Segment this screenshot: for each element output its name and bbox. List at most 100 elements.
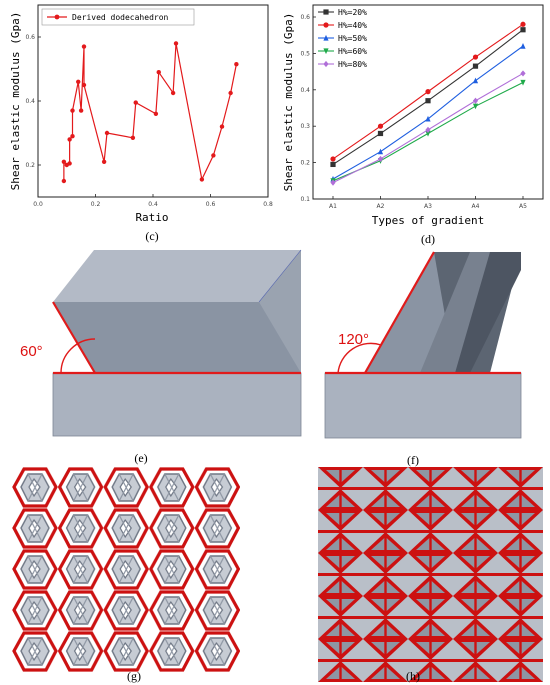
chart-d-ytick-label: 0.1	[300, 196, 310, 203]
chart-d-point	[330, 179, 336, 186]
chart-d-xtick-label: A3	[424, 203, 432, 210]
chart-d-point	[472, 63, 479, 69]
chart-d-point	[472, 97, 479, 104]
lattice-h-image	[318, 467, 543, 682]
chart-d-legend-label: H%=40%	[338, 21, 367, 30]
chart-c-legend-label: Derived dodecahedron	[72, 13, 169, 22]
chart-c-xtick-label: 0.2	[91, 201, 101, 208]
chart-d-point	[330, 156, 336, 162]
caption-e: (e)	[134, 451, 147, 465]
chart-d-point	[472, 103, 479, 110]
chart-c-point	[133, 100, 138, 105]
chart-d-legend-label: H%=20%	[338, 8, 367, 17]
chart-d-legend: H%=20% H%=40% H%=50% H%=60% H%=80%	[318, 8, 367, 69]
chart-d-point	[520, 21, 526, 27]
chart-c-point	[78, 108, 84, 113]
chart-c-point	[76, 79, 81, 85]
base-block-f	[324, 372, 522, 439]
chart-d-ytick-label: 0.4	[300, 87, 310, 94]
chart-c-point	[130, 135, 136, 140]
chart-c-point	[61, 159, 67, 164]
chart-c-point	[211, 153, 216, 158]
chart-c-point	[104, 130, 110, 136]
chart-d-legend-label: H%=50%	[338, 34, 367, 43]
chart-c-point	[173, 41, 179, 46]
illustration-f: 120° (f)	[324, 251, 522, 467]
chart-d-xtick-label: A1	[329, 203, 337, 210]
angle-arc-f	[337, 342, 382, 374]
chart-d-ytick-label: 0.6	[300, 14, 310, 21]
chart-d-point	[323, 60, 329, 68]
chart-d-point	[472, 77, 479, 84]
inclined-block-front-e	[53, 250, 301, 373]
chart-c-ytick-label: 0.6	[25, 34, 35, 41]
chart-d-point	[377, 123, 384, 129]
chart-d-point	[425, 126, 431, 133]
chart-c-ytick-label: 0.2	[25, 162, 35, 169]
chart-d-point	[323, 34, 329, 41]
chart-d-point	[520, 43, 526, 49]
chart-c-series-line	[63, 43, 237, 182]
chart-d-ytick-label: 0.3	[300, 123, 310, 130]
chart-c-point	[234, 61, 239, 67]
lattice-h: (h)	[318, 467, 543, 683]
chart-d-legend-label: H%=80%	[338, 60, 367, 69]
chart-d-point	[323, 22, 329, 28]
lattice-g-image	[12, 467, 240, 672]
chart-d-point	[323, 9, 329, 15]
incline-edge-e	[52, 301, 96, 374]
chart-d-point	[377, 130, 384, 137]
chart-c-point	[199, 177, 205, 182]
chart-c-point	[156, 70, 161, 75]
chart-c-xtick-label: 0.6	[206, 201, 216, 208]
chart-c: 0.0 0.2 0.4 0.6 0.8 0.2 0.4 0.6 Derived dodecah…	[9, 4, 273, 243]
inclined-block-side-e	[259, 250, 301, 373]
chart-d-point	[425, 98, 431, 104]
chart-c-point	[170, 90, 176, 96]
caption-c: (c)	[145, 229, 158, 243]
chart-c-point	[61, 178, 67, 184]
chart-c-point	[70, 108, 75, 113]
chart-c-point	[101, 159, 107, 164]
illustration-e: 60° (e)	[20, 249, 302, 465]
chart-d-ylabel: Shear elastic modulus (Gpa)	[282, 13, 295, 192]
lattice-g: (g)	[12, 467, 240, 683]
chart-c-point	[153, 111, 159, 117]
inclined-block-top-e	[53, 250, 301, 302]
chart-d-point	[425, 115, 431, 122]
chart-d-ytick-label: 0.5	[300, 50, 310, 57]
chart-d-xtick-label: A5	[519, 203, 527, 210]
chart-d-point	[330, 161, 336, 168]
chart-d-legend-label: H%=60%	[338, 47, 367, 56]
chart-c-point	[81, 44, 87, 49]
angle-arc-e	[60, 338, 96, 374]
chart-d-point	[323, 48, 329, 55]
angle-label-f: 120°	[338, 331, 369, 348]
chart-c-point	[81, 82, 87, 88]
chart-c-ylabel: Shear elastic modulus (Gpa)	[9, 12, 22, 191]
chart-c-xtick-label: 0.4	[148, 201, 158, 208]
chart-d: A1 A2 A3 A4 A5 0.1 0.2 0.3 0.4 0.5 0.6 H%=20% H%=40…	[282, 4, 544, 246]
chart-c-point	[67, 161, 72, 166]
chart-c-point	[70, 134, 75, 139]
base-block-e	[52, 372, 302, 437]
chart-d-point	[520, 27, 526, 33]
chart-c-legend: Derived dodecahedron	[41, 8, 195, 26]
caption-g: (g)	[127, 669, 141, 683]
chart-d-point	[377, 155, 384, 163]
chart-d-point	[520, 79, 526, 86]
chart-c-point	[228, 90, 233, 96]
chart-d-point	[425, 89, 431, 95]
chart-d-xtick-label: A4	[472, 203, 480, 210]
caption-f: (f)	[407, 453, 419, 467]
chart-d-point	[472, 54, 479, 60]
chart-c-ytick-label: 0.4	[25, 98, 35, 105]
chart-d-xlabel: Types of gradient	[372, 214, 485, 227]
angle-label-e: 60°	[20, 343, 43, 360]
incline-edge-f	[364, 251, 435, 374]
chart-d-xtick-label: A2	[377, 203, 385, 210]
chart-c-point	[219, 124, 225, 129]
caption-d: (d)	[421, 232, 435, 246]
chart-d-ytick-label: 0.2	[300, 160, 310, 167]
